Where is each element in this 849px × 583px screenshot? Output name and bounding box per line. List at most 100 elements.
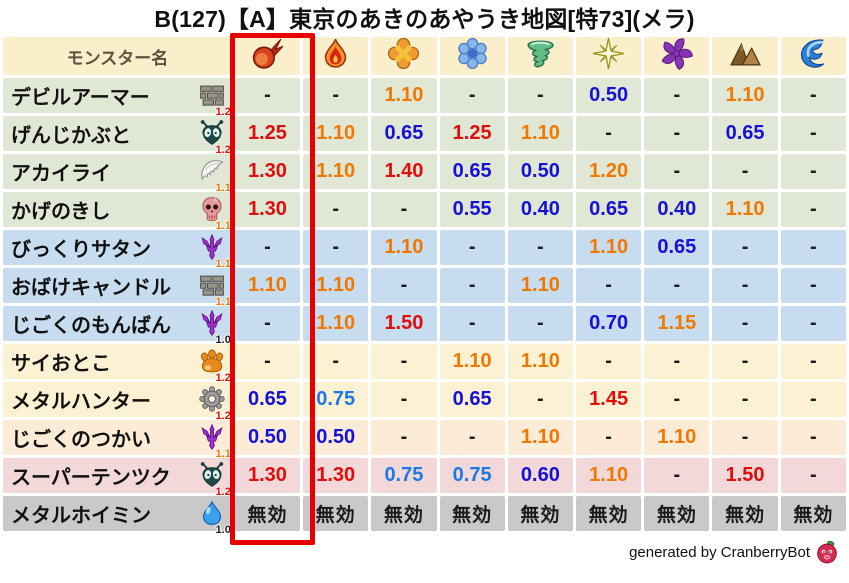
value-cell: 1.10	[303, 306, 369, 341]
value-cell: -	[303, 344, 369, 379]
value-cell: 0.65	[576, 192, 642, 227]
monster-name-cell: メタルハンター 1.2	[3, 382, 232, 422]
value-cell: -	[712, 420, 778, 455]
snowflake-icon	[456, 37, 489, 70]
value-cell: 無効	[371, 496, 437, 531]
element-column-header	[712, 37, 778, 75]
value-cell: -	[371, 382, 437, 417]
monster-name: メタルハンター	[11, 391, 151, 413]
monster-name: メタルホイミン	[11, 505, 151, 527]
value-cell: -	[234, 78, 301, 113]
monster-name-cell: デビルアーマー 1.2	[3, 78, 232, 118]
table-row: げんじかぶと 1.2 1.25 1.10 0.65 1.25 1.10- -0.65-	[3, 116, 846, 156]
value-cell: 0.50	[303, 420, 369, 455]
value-cell: 1.45	[576, 382, 642, 417]
paw-icon	[199, 348, 225, 374]
wave-icon	[797, 37, 830, 70]
value-cell: -	[371, 344, 437, 379]
footer-credit: generated by CranberryBot	[629, 543, 810, 561]
value-cell: 1.10	[439, 344, 505, 379]
value-cell: -	[712, 344, 778, 379]
value-cell: -	[780, 192, 846, 227]
value-cell: -	[780, 268, 846, 303]
table-row: サイおとこ 1.2- - -1.10 1.10- - - -	[3, 344, 846, 384]
value-cell: -	[439, 230, 505, 265]
value-cell: -	[644, 382, 710, 417]
table-row: びっくりサタン 1.1- -1.10- -1.10 0.65- -	[3, 230, 846, 270]
skull-icon	[199, 196, 225, 222]
monster-modifier: 1.1	[215, 447, 231, 460]
value-cell: 1.50	[371, 306, 437, 341]
value-cell: 1.10	[507, 344, 573, 379]
value-cell: 1.10	[712, 192, 778, 227]
monster-name-cell: びっくりサタン 1.1	[3, 230, 232, 270]
monster-name: じごくのつかい	[11, 429, 151, 451]
value-cell: -	[371, 192, 437, 227]
value-cell: 0.50	[507, 154, 573, 189]
value-cell: 1.10	[644, 420, 710, 455]
value-cell: 1.10	[576, 458, 642, 493]
value-cell: 1.25	[439, 116, 505, 151]
monster-name-cell: げんじかぶと 1.2	[3, 116, 232, 156]
element-column-header	[780, 37, 846, 75]
table-row: じごくのもんばん 1.0-1.10 1.50- -0.70 1.15- -	[3, 306, 846, 346]
value-cell: -	[234, 344, 301, 379]
value-cell: 0.65	[371, 116, 437, 151]
value-cell: -	[712, 268, 778, 303]
monster-modifier: 1.0	[215, 523, 231, 536]
value-cell: 0.55	[439, 192, 505, 227]
value-cell: 1.10	[303, 154, 369, 189]
value-cell: -	[780, 154, 846, 189]
value-cell: 1.30	[234, 154, 301, 189]
value-cell: 1.30	[303, 458, 369, 493]
value-cell: 1.30	[234, 192, 301, 227]
resistance-table: モンスター名 デビルアーマー 1.2- -1.10- -0.50-1.10- げんじかぶと…	[0, 33, 849, 545]
value-cell: 無効	[780, 496, 846, 531]
element-column-header	[371, 37, 437, 75]
pinwheel-icon	[660, 37, 694, 70]
monster-modifier: 1.1	[215, 295, 231, 308]
monster-resistance-table: モンスター名 デビルアーマー 1.2- -1.10- -0.50-1.10- げんじかぶと…	[0, 34, 849, 536]
monster-name-cell: じごくのもんばん 1.0	[3, 306, 232, 346]
footer: generated by CranberryBot	[0, 534, 849, 564]
value-cell: -	[439, 78, 505, 113]
value-cell: 0.65	[712, 116, 778, 151]
value-cell: 1.10	[234, 268, 301, 303]
table-row: メタルホイミン 1.0 無効 無効 無効 無効 無効 無効 無効 無効 無効	[3, 496, 846, 536]
value-cell: 1.10	[712, 78, 778, 113]
trident-icon	[199, 423, 225, 450]
monster-name: サイおとこ	[11, 353, 111, 375]
monster-modifier: 1.1	[215, 219, 231, 232]
value-cell: 0.65	[439, 382, 505, 417]
monster-name-cell: サイおとこ 1.2	[3, 344, 232, 384]
value-cell: -	[780, 420, 846, 455]
element-column-header	[644, 37, 710, 75]
value-cell: -	[780, 78, 846, 113]
value-cell: 1.20	[576, 154, 642, 189]
monster-name: かげのきし	[11, 201, 111, 223]
brick-icon	[199, 272, 225, 298]
element-column-header	[439, 37, 505, 75]
value-cell: 1.30	[234, 458, 301, 493]
value-cell: -	[234, 230, 301, 265]
tornado-icon	[524, 37, 557, 70]
monster-name: デビルアーマー	[11, 87, 150, 109]
value-cell: 1.10	[507, 116, 573, 151]
value-cell: -	[303, 230, 369, 265]
slime-icon	[199, 500, 225, 526]
monster-name-cell: かげのきし 1.1	[3, 192, 232, 232]
value-cell: -	[439, 420, 505, 455]
monster-modifier: 1.2	[215, 105, 231, 118]
beetle-icon	[199, 461, 225, 488]
monster-modifier: 1.0	[215, 333, 231, 346]
value-cell: 1.50	[712, 458, 778, 493]
value-cell: -	[507, 382, 573, 417]
value-cell: -	[644, 78, 710, 113]
gear-icon	[199, 385, 225, 412]
table-row: じごくのつかい 1.1 0.50 0.50- -1.10-1.10- -	[3, 420, 846, 460]
value-cell: 0.40	[507, 192, 573, 227]
value-cell: -	[371, 268, 437, 303]
table-row: かげのきし 1.1 1.30- -0.55 0.40 0.65 0.40 1.10-	[3, 192, 846, 232]
value-cell: 無効	[234, 496, 301, 531]
monster-modifier: 1.1	[215, 257, 231, 270]
